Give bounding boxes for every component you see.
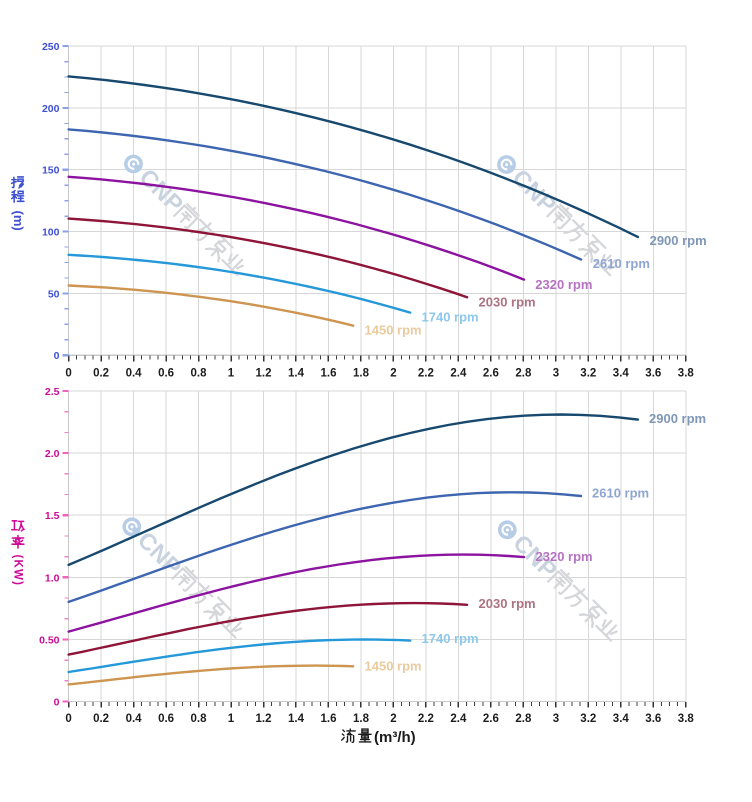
svg-text:0.8: 0.8 — [191, 713, 208, 725]
svg-text:250: 250 — [42, 41, 60, 53]
svg-text:0.8: 0.8 — [191, 368, 208, 380]
svg-text:1740 rpm: 1740 rpm — [422, 631, 479, 646]
svg-text:2.6: 2.6 — [483, 368, 499, 380]
svg-text:1.4: 1.4 — [288, 368, 305, 380]
svg-text:2900 rpm: 2900 rpm — [650, 233, 707, 248]
svg-text:(m): (m) — [11, 211, 26, 231]
svg-text:0: 0 — [65, 368, 71, 380]
svg-text:2.0: 2.0 — [45, 448, 60, 460]
svg-text:1: 1 — [228, 368, 235, 380]
svg-text:3.6: 3.6 — [645, 713, 661, 725]
svg-text:1.6: 1.6 — [321, 713, 337, 725]
svg-text:2.2: 2.2 — [418, 713, 434, 725]
svg-text:2610 rpm: 2610 rpm — [592, 485, 649, 500]
svg-text:3: 3 — [553, 368, 559, 380]
svg-text:3.6: 3.6 — [645, 368, 661, 380]
svg-text:1.8: 1.8 — [353, 713, 370, 725]
svg-text:0.6: 0.6 — [158, 713, 174, 725]
svg-text:1.6: 1.6 — [321, 368, 337, 380]
svg-text:1.2: 1.2 — [256, 713, 272, 725]
svg-text:3.8: 3.8 — [678, 713, 695, 725]
svg-text:1.8: 1.8 — [353, 368, 370, 380]
svg-text:1.0: 1.0 — [45, 572, 60, 584]
svg-text:0: 0 — [54, 697, 60, 709]
svg-text:1.4: 1.4 — [288, 713, 305, 725]
svg-text:(m³/h): (m³/h) — [374, 729, 416, 746]
svg-text:0: 0 — [65, 713, 71, 725]
svg-text:50: 50 — [48, 288, 60, 300]
svg-text:200: 200 — [42, 103, 60, 115]
svg-text:0.2: 0.2 — [93, 368, 109, 380]
svg-text:0.6: 0.6 — [158, 368, 174, 380]
svg-text:2030 rpm: 2030 rpm — [479, 596, 536, 611]
svg-text:0: 0 — [54, 350, 60, 362]
svg-text:2: 2 — [390, 713, 396, 725]
svg-text:2610 rpm: 2610 rpm — [593, 256, 650, 271]
svg-text:2.4: 2.4 — [450, 713, 467, 725]
svg-text:1450 rpm: 1450 rpm — [365, 659, 422, 674]
svg-text:2.4: 2.4 — [450, 368, 467, 380]
svg-text:(KW): (KW) — [12, 555, 24, 587]
svg-text:3.2: 3.2 — [580, 368, 596, 380]
svg-text:0.50: 0.50 — [39, 634, 60, 646]
svg-text:2: 2 — [390, 368, 396, 380]
svg-text:2.8: 2.8 — [515, 713, 532, 725]
svg-text:3.4: 3.4 — [613, 368, 630, 380]
svg-text:2.6: 2.6 — [483, 713, 499, 725]
svg-text:150: 150 — [42, 165, 60, 177]
svg-text:2.2: 2.2 — [418, 368, 434, 380]
svg-text:2030 rpm: 2030 rpm — [479, 294, 536, 309]
svg-text:3.4: 3.4 — [613, 713, 630, 725]
svg-text:2320 rpm: 2320 rpm — [535, 277, 592, 292]
svg-text:100: 100 — [42, 227, 60, 239]
svg-text:0.4: 0.4 — [126, 713, 143, 725]
svg-text:2.8: 2.8 — [515, 368, 532, 380]
svg-text:3: 3 — [553, 713, 559, 725]
svg-text:2.5: 2.5 — [45, 386, 60, 398]
svg-text:3.2: 3.2 — [580, 713, 596, 725]
svg-text:2320 rpm: 2320 rpm — [536, 549, 593, 564]
svg-text:0.4: 0.4 — [126, 368, 143, 380]
svg-text:3.8: 3.8 — [678, 368, 695, 380]
svg-text:1.2: 1.2 — [256, 368, 272, 380]
svg-text:1740 rpm: 1740 rpm — [422, 310, 479, 325]
svg-text:1: 1 — [228, 713, 235, 725]
svg-text:1450 rpm: 1450 rpm — [365, 322, 422, 337]
svg-text:0.2: 0.2 — [93, 713, 109, 725]
svg-text:2900 rpm: 2900 rpm — [649, 411, 706, 426]
svg-text:1.5: 1.5 — [45, 510, 60, 522]
